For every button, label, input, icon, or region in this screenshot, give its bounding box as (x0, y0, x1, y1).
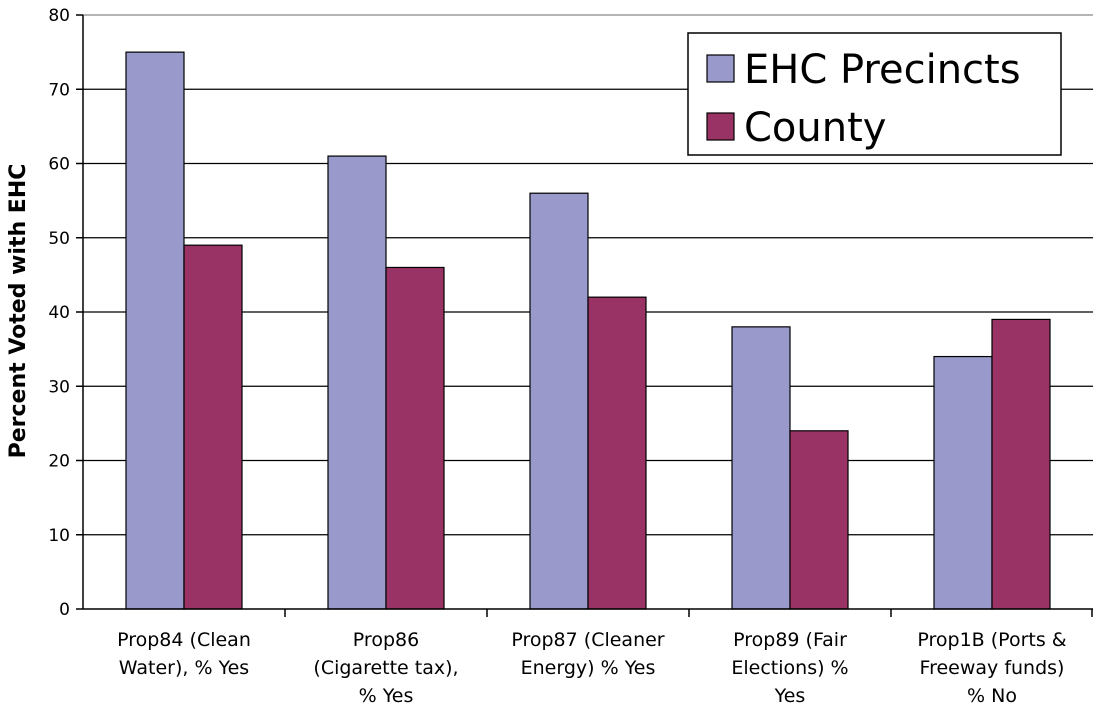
y-tick-label: 70 (48, 80, 70, 100)
bar-county (991, 318, 1051, 610)
bar-ehc-precincts (125, 51, 185, 610)
y-tick-label: 60 (48, 155, 70, 175)
category-label: % No (967, 685, 1017, 707)
x-axis-category-labels: Prop84 (Clean Water), % Yes Prop86 (Cigaret… (117, 629, 1067, 707)
bar-county (789, 430, 849, 610)
bar-ehc-precincts (731, 326, 791, 610)
legend: EHC Precincts County (687, 32, 1062, 156)
category-label: Prop89 (Fair (733, 629, 847, 651)
y-tick-label: 40 (48, 303, 70, 323)
bar-ehc-precincts (933, 355, 993, 610)
bar-ehc-precincts (529, 192, 589, 610)
y-tick-label: 20 (48, 452, 70, 472)
category-label: Prop1B (Ports & (917, 629, 1066, 651)
y-tick-label: 10 (48, 526, 70, 546)
category-label: Freeway funds) (920, 657, 1065, 679)
x-axis-ticks (284, 609, 1093, 617)
bars (125, 51, 1051, 610)
y-tick-label: 50 (48, 229, 70, 249)
bar-county (183, 244, 243, 610)
y-tick-label: 80 (48, 6, 70, 26)
legend-swatch (706, 54, 735, 83)
legend-label: County (744, 105, 886, 151)
category-label: % Yes (359, 685, 414, 707)
category-label: Water), % Yes (119, 657, 249, 679)
y-axis-label: Percent Voted with EHC (6, 164, 31, 459)
legend-box (687, 32, 1062, 156)
category-label: Prop86 (353, 629, 419, 651)
legend-label: EHC Precincts (744, 47, 1021, 93)
y-axis-ticks: 0 10 20 30 40 50 60 70 80 (48, 6, 83, 620)
category-label: Elections) % (731, 657, 848, 679)
category-label: (Cigarette tax), (313, 657, 458, 679)
bar-county (587, 296, 647, 610)
category-label: Prop87 (Cleaner (511, 629, 664, 651)
legend-swatch (706, 112, 735, 141)
y-tick-label: 30 (48, 377, 70, 397)
category-label: Prop84 (Clean (117, 629, 251, 651)
y-tick-label: 0 (59, 600, 70, 620)
bar-county (385, 266, 445, 610)
bar-ehc-precincts (327, 155, 387, 610)
category-label: Energy) % Yes (521, 657, 656, 679)
category-label: Yes (774, 685, 806, 707)
